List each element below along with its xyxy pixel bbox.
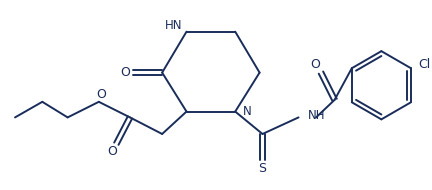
Text: Cl: Cl — [419, 58, 431, 71]
Text: O: O — [96, 88, 106, 101]
Text: O: O — [108, 145, 118, 158]
Text: S: S — [258, 162, 267, 175]
Text: N: N — [243, 105, 252, 118]
Text: NH: NH — [308, 109, 326, 122]
Text: O: O — [120, 66, 130, 79]
Text: O: O — [310, 58, 320, 71]
Text: HN: HN — [165, 19, 183, 32]
